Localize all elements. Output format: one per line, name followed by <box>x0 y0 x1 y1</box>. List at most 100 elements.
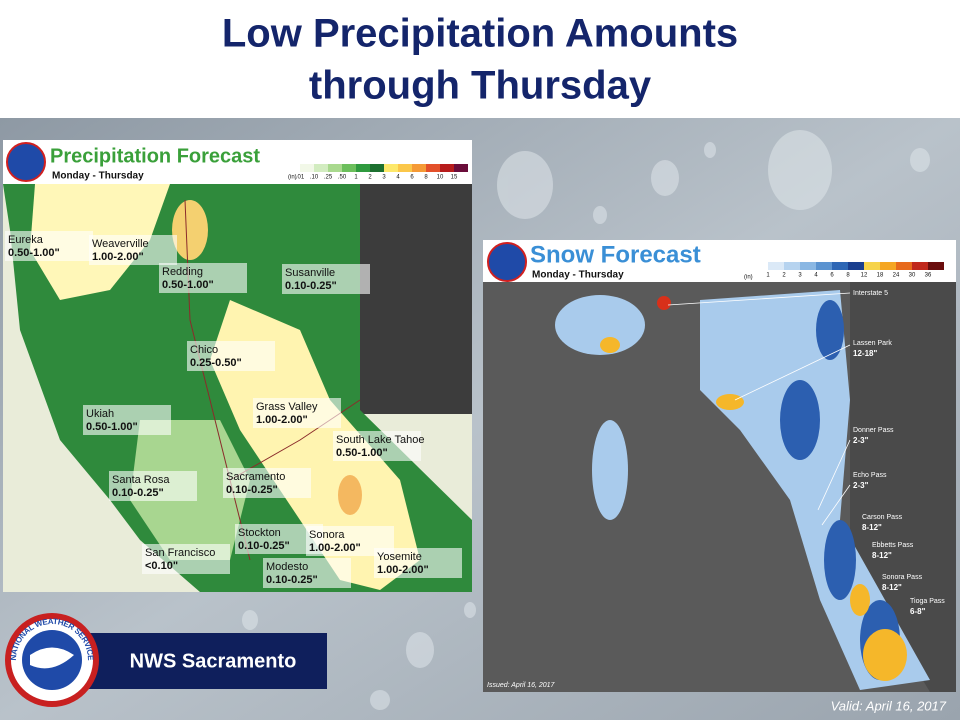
location-amount: 0.10-0.25" <box>238 540 290 552</box>
pass-name: Carson Pass <box>862 514 903 521</box>
panel-header <box>483 240 956 282</box>
legend-label: 10 <box>437 175 444 181</box>
legend-swatch <box>300 164 314 172</box>
location-amount: 0.50-1.00" <box>86 421 138 433</box>
footer: NATIONAL WEATHER SERVICE NWS Sacramento … <box>5 613 947 713</box>
nevada <box>360 184 472 414</box>
pass-amount: 2-3" <box>853 436 869 445</box>
legend-label: 12 <box>861 273 868 279</box>
legend-label: 3 <box>382 175 386 181</box>
legend-swatch <box>928 262 944 270</box>
panel-header <box>3 140 472 184</box>
legend-label: 6 <box>830 273 834 279</box>
dry-area <box>210 300 420 590</box>
legend-label: 2 <box>368 175 372 181</box>
legend-swatch <box>816 262 832 270</box>
label-box <box>159 263 247 293</box>
heavy-snow <box>657 296 671 310</box>
legend-label: 18 <box>877 273 884 279</box>
location-name: Weaverville <box>92 238 149 250</box>
panel-title: Snow Forecast <box>530 241 701 268</box>
legend-swatch <box>454 164 468 172</box>
legend-unit: (in) <box>744 275 753 281</box>
location-amount: 0.10-0.25" <box>112 487 164 499</box>
wet-area <box>172 200 208 260</box>
pass-name: Interstate 5 <box>853 290 888 297</box>
location-amount: 1.00-2.00" <box>256 414 308 426</box>
pass-name: Donner Pass <box>853 427 894 434</box>
location-name: South Lake Tahoe <box>336 434 424 446</box>
legend-swatch <box>880 262 896 270</box>
legend-unit: (in) <box>288 175 297 181</box>
location-amount: 0.10-0.25" <box>226 484 278 496</box>
location-name: Ukiah <box>86 408 114 420</box>
location-name: San Francisco <box>145 547 215 559</box>
location-name: Stockton <box>238 527 281 539</box>
location-name: Modesto <box>266 561 308 573</box>
pass-amount: 8-12" <box>862 523 882 532</box>
legend-swatch <box>314 164 328 172</box>
legend-label: 30 <box>909 273 916 279</box>
legend-label: 1 <box>354 175 358 181</box>
legend-swatch <box>912 262 928 270</box>
label-box <box>263 558 351 588</box>
pass-name: Echo Pass <box>853 472 887 479</box>
legend-swatch <box>832 262 848 270</box>
legend-label: 6 <box>410 175 414 181</box>
title-band <box>0 0 960 118</box>
label-box <box>282 264 370 294</box>
panel-subtitle: Monday - Thursday <box>52 171 144 182</box>
legend-swatch <box>440 164 454 172</box>
location-amount: 0.50-1.00" <box>8 247 60 259</box>
location-amount: 0.50-1.00" <box>336 447 388 459</box>
location-amount: 0.10-0.25" <box>285 280 337 292</box>
legend-label: .25 <box>324 175 333 181</box>
pass-name: Ebbetts Pass <box>872 542 914 549</box>
label-box <box>89 235 177 265</box>
legend-swatch <box>328 164 342 172</box>
label-box <box>5 231 93 261</box>
pass-amount: 6-8" <box>910 607 926 616</box>
location-name: Susanville <box>285 267 335 279</box>
pass-name: Tioga Pass <box>910 598 945 605</box>
slide-title: through Thursday <box>309 64 652 108</box>
legend-label: 8 <box>424 175 428 181</box>
legend-label: 8 <box>846 273 850 279</box>
location-name: Yosemite <box>377 551 422 563</box>
location-name: Sacramento <box>226 471 285 483</box>
panel-title: Precipitation Forecast <box>50 145 260 167</box>
legend-swatch <box>370 164 384 172</box>
location-amount: 1.00-2.00" <box>377 564 429 576</box>
pass-name: Sonora Pass <box>882 574 923 581</box>
legend-swatch <box>398 164 412 172</box>
location-amount: 1.00-2.00" <box>309 542 361 554</box>
legend-swatch <box>384 164 398 172</box>
location-amount: 0.10-0.25" <box>266 574 318 586</box>
nws-logo-cloud <box>30 647 74 669</box>
legend-swatch <box>896 262 912 270</box>
legend-label: .10 <box>310 175 319 181</box>
legend-label: .50 <box>338 175 347 181</box>
label-box <box>333 431 421 461</box>
heavy-snow <box>600 337 907 681</box>
label-box <box>187 341 275 371</box>
legend-swatch <box>864 262 880 270</box>
snow-area <box>555 290 930 690</box>
legend-swatch <box>412 164 426 172</box>
legend-label: 1 <box>766 273 770 279</box>
slide-title: Low Precipitation Amounts <box>222 12 738 56</box>
legend-swatch <box>342 164 356 172</box>
office-name: NWS Sacramento <box>130 650 297 672</box>
location-name: Eureka <box>8 234 44 246</box>
legend-label: 36 <box>925 273 932 279</box>
label-box <box>223 468 311 498</box>
legend-label: 24 <box>893 273 900 279</box>
nws-logo-small <box>487 242 527 282</box>
panel-subtitle: Monday - Thursday <box>532 270 624 281</box>
leader-lines <box>667 292 851 526</box>
legend-label: 4 <box>396 175 400 181</box>
legend-swatch <box>426 164 440 172</box>
wet-area <box>338 475 362 515</box>
legend-swatch <box>848 262 864 270</box>
